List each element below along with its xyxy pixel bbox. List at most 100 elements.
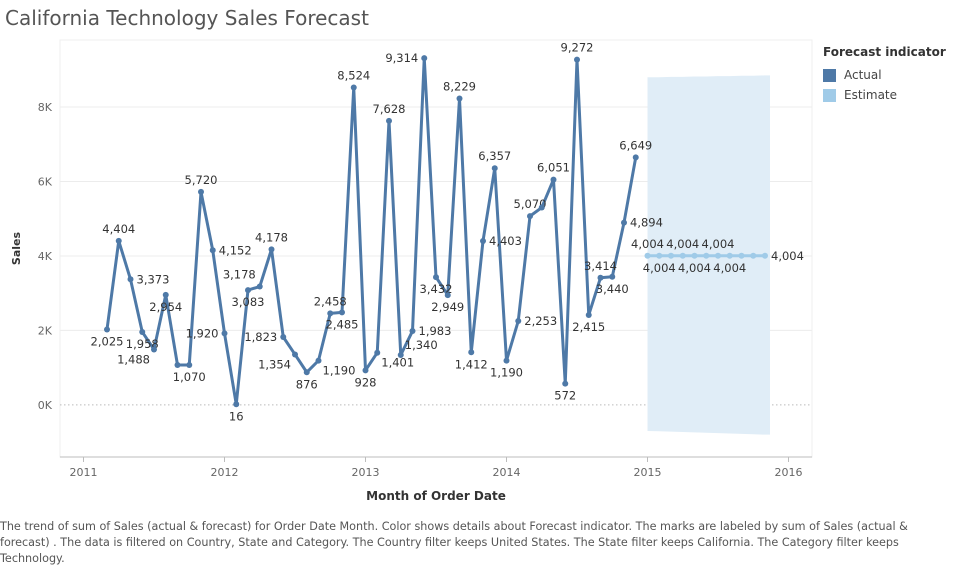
legend-title: Forecast indicator (823, 45, 946, 59)
data-point-actual[interactable] (268, 246, 275, 253)
x-tick-label: 2016 (775, 466, 803, 479)
data-point-actual[interactable] (444, 292, 451, 299)
data-label-actual: 4,404 (102, 222, 135, 236)
data-point-actual[interactable] (609, 273, 616, 280)
data-point-actual[interactable] (350, 84, 357, 91)
data-point-actual[interactable] (550, 176, 557, 183)
data-point-actual[interactable] (151, 346, 157, 353)
data-label-actual: 8,229 (443, 79, 476, 93)
data-point-actual[interactable] (515, 317, 522, 324)
data-point-actual[interactable] (303, 369, 310, 376)
data-label-actual: 2,415 (572, 320, 605, 334)
data-point-estimate[interactable] (668, 252, 674, 259)
data-point-actual[interactable] (221, 330, 228, 337)
data-point-actual[interactable] (162, 291, 169, 298)
y-tick-label: 6K (38, 175, 53, 188)
data-label-actual: 1,958 (126, 337, 159, 351)
data-point-estimate[interactable] (738, 252, 745, 259)
x-tick-label: 2012 (211, 466, 239, 479)
data-point-estimate[interactable] (644, 252, 651, 259)
data-label-actual: 1,488 (117, 352, 150, 366)
data-point-actual[interactable] (421, 55, 428, 62)
data-point-actual[interactable] (362, 367, 369, 374)
data-point-actual[interactable] (409, 328, 416, 335)
data-point-actual[interactable] (209, 247, 216, 254)
data-point-actual[interactable] (292, 351, 298, 358)
data-label-actual: 2,025 (91, 334, 124, 348)
data-label-actual: 1,401 (381, 356, 414, 370)
y-tick-label: 2K (38, 324, 53, 337)
data-label-actual: 7,628 (373, 102, 406, 116)
chart-title: California Technology Sales Forecast (5, 6, 369, 30)
data-point-estimate[interactable] (679, 252, 686, 259)
x-tick-label: 2015 (634, 466, 662, 479)
data-point-actual[interactable] (527, 213, 533, 220)
data-label-actual: 2,253 (524, 314, 557, 328)
data-point-actual[interactable] (174, 362, 181, 369)
data-point-actual[interactable] (256, 283, 263, 290)
data-point-actual[interactable] (468, 349, 475, 356)
data-label-actual: 3,414 (584, 259, 617, 273)
data-point-actual[interactable] (621, 219, 627, 226)
data-label-actual: 9,272 (561, 41, 594, 55)
data-label-actual: 2,485 (326, 317, 359, 331)
data-point-actual[interactable] (198, 188, 204, 195)
data-label-actual: 1,354 (258, 357, 291, 371)
data-point-actual[interactable] (127, 276, 134, 283)
data-point-actual[interactable] (433, 274, 439, 281)
data-point-actual[interactable] (503, 357, 510, 364)
data-label-actual: 4,178 (255, 230, 288, 244)
data-point-actual[interactable] (597, 274, 604, 281)
data-label-estimate: 4,004 (631, 237, 664, 251)
chart-caption: The trend of sum of Sales (actual & fore… (0, 520, 908, 565)
data-point-actual[interactable] (632, 154, 639, 161)
data-point-actual[interactable] (574, 56, 580, 63)
data-point-actual[interactable] (480, 237, 486, 244)
data-point-estimate[interactable] (726, 252, 733, 259)
data-label-actual: 1,190 (490, 366, 523, 380)
data-point-estimate[interactable] (750, 252, 757, 259)
data-label-actual: 1,412 (455, 357, 488, 371)
data-label-estimate: 4,004 (713, 261, 746, 275)
data-point-actual[interactable] (104, 326, 110, 333)
data-label-actual: 9,314 (385, 51, 418, 65)
data-label-actual: 3,083 (232, 295, 265, 309)
data-point-actual[interactable] (562, 380, 569, 387)
data-point-actual[interactable] (280, 334, 287, 341)
data-point-actual[interactable] (245, 287, 251, 294)
data-point-actual[interactable] (233, 401, 240, 408)
legend-swatch-actual (823, 68, 836, 82)
data-point-actual[interactable] (186, 362, 193, 369)
data-label-actual: 928 (355, 375, 377, 389)
data-label-estimate: 4,004 (643, 261, 676, 275)
data-point-actual[interactable] (491, 165, 498, 172)
data-label-actual: 2,954 (149, 300, 182, 314)
data-point-actual[interactable] (327, 310, 334, 317)
data-label-actual: 3,440 (596, 282, 629, 296)
data-label-actual: 3,178 (223, 268, 256, 282)
data-point-estimate[interactable] (703, 252, 710, 259)
data-label-estimate: 4,004 (771, 249, 804, 263)
data-point-estimate[interactable] (762, 252, 768, 259)
data-point-estimate[interactable] (656, 252, 663, 259)
data-point-actual[interactable] (456, 95, 463, 102)
data-point-actual[interactable] (538, 204, 545, 211)
data-point-actual[interactable] (339, 309, 345, 316)
legend-label-estimate: Estimate (844, 88, 898, 102)
data-point-actual[interactable] (374, 349, 381, 356)
legend-item-actual[interactable]: Actual (823, 65, 946, 85)
data-point-estimate[interactable] (715, 252, 721, 259)
data-point-actual[interactable] (139, 328, 146, 335)
data-label-actual: 876 (296, 377, 318, 391)
data-label-actual: 1,190 (323, 364, 356, 378)
data-point-actual[interactable] (315, 357, 322, 364)
legend-label-actual: Actual (844, 68, 882, 82)
data-point-actual[interactable] (397, 351, 404, 358)
data-label-actual: 3,432 (420, 282, 453, 296)
data-point-actual[interactable] (115, 237, 122, 244)
legend-item-estimate[interactable]: Estimate (823, 85, 946, 105)
data-point-actual[interactable] (585, 311, 592, 318)
y-axis-title: Sales (10, 231, 23, 265)
data-point-actual[interactable] (386, 117, 392, 124)
data-point-estimate[interactable] (691, 252, 698, 259)
